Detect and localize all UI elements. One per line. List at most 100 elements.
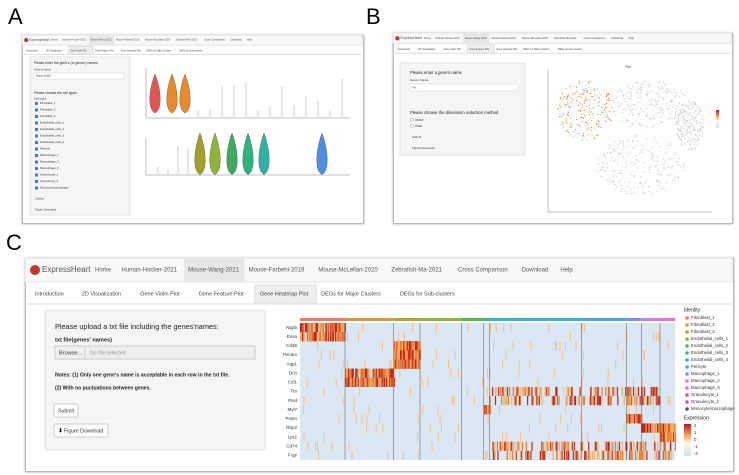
nav-item[interactable]: Cross Comparison bbox=[458, 268, 508, 274]
navbar bbox=[24, 257, 733, 283]
legend-dot bbox=[685, 372, 689, 376]
nav-item[interactable]: Mouse-McLellan-2020 bbox=[145, 39, 170, 42]
nav-item[interactable]: Help bbox=[629, 36, 635, 40]
heat-cell bbox=[642, 450, 644, 460]
nav-item[interactable]: Human-Hocker-2021 bbox=[62, 39, 86, 42]
tab[interactable]: Gene Feature Plot bbox=[199, 291, 244, 297]
heat-cell bbox=[583, 323, 585, 333]
cell-point bbox=[557, 108, 559, 110]
heat-cell bbox=[518, 368, 520, 378]
tab[interactable]: Gene Violin Plot bbox=[444, 48, 462, 51]
nav-item[interactable]: Download bbox=[231, 39, 243, 42]
heat-cell bbox=[412, 323, 414, 333]
nav-item[interactable]: Zebrafish-Ma-2021 bbox=[391, 268, 442, 274]
submit[interactable]: Submit bbox=[412, 135, 422, 139]
tab[interactable]: 2D Visualization bbox=[82, 291, 121, 297]
tab[interactable]: Gene Heatmap Plot bbox=[496, 48, 517, 51]
tab[interactable]: DEGs for Major Clusters bbox=[146, 49, 172, 52]
tab[interactable]: DEGs for Major Clusters bbox=[523, 48, 550, 51]
submit[interactable]: Submit bbox=[58, 408, 75, 414]
checkbox[interactable] bbox=[35, 154, 38, 157]
heat-cell bbox=[397, 359, 400, 369]
checkbox[interactable] bbox=[35, 167, 38, 170]
nav-item[interactable]: Zebrafish-Ma-2021 bbox=[554, 36, 577, 40]
heat-cell bbox=[607, 386, 609, 397]
checkbox[interactable] bbox=[35, 134, 38, 138]
checkbox[interactable] bbox=[35, 115, 38, 118]
checkbox[interactable] bbox=[35, 102, 38, 105]
nav-item[interactable]: Home bbox=[424, 36, 432, 40]
tab[interactable]: Gene Heatmap Plot bbox=[121, 49, 142, 52]
tab[interactable]: Introduction bbox=[35, 291, 64, 297]
tab[interactable]: DEGs for Sub-clusters bbox=[179, 49, 203, 52]
checkbox[interactable] bbox=[35, 121, 38, 125]
checkbox[interactable] bbox=[35, 180, 38, 183]
download[interactable]: Figure Download bbox=[412, 146, 435, 150]
radio[interactable] bbox=[410, 118, 414, 122]
nav-item[interactable]: Download bbox=[612, 36, 624, 40]
nav-item[interactable]: Human-Hocker-2021 bbox=[121, 268, 177, 274]
cell-point bbox=[614, 183, 616, 185]
tab[interactable]: Gene Feature Plot bbox=[469, 48, 489, 51]
nav-item[interactable]: Zebrafish-Ma-2021 bbox=[176, 39, 198, 42]
nav-item[interactable]: Cross Comparison bbox=[204, 39, 225, 42]
label: Please enter a gene's name bbox=[410, 70, 463, 75]
submit-button[interactable] bbox=[53, 403, 79, 418]
heat-cell bbox=[673, 432, 676, 442]
heat-cell bbox=[523, 386, 525, 397]
checkbox[interactable] bbox=[35, 173, 38, 177]
nav-item[interactable]: Mouse-Wang-2021 bbox=[188, 268, 239, 274]
download[interactable]: Figure Download bbox=[64, 428, 103, 434]
tab[interactable]: DEGs for Sub-clusters bbox=[400, 291, 455, 297]
nav-item[interactable]: Home bbox=[95, 268, 112, 274]
checkbox[interactable] bbox=[35, 128, 38, 131]
nav-item[interactable]: Mouse-Farbehi-2019 bbox=[249, 268, 305, 274]
heat-cell bbox=[572, 386, 574, 397]
nav-item[interactable]: Mouse-McLellan-2020 bbox=[318, 268, 378, 274]
heat-cell bbox=[607, 368, 609, 378]
tab[interactable]: Gene Violin Plot bbox=[70, 49, 87, 52]
tab[interactable]: DEGs for Major Clusters bbox=[321, 291, 381, 297]
submit[interactable]: Submit bbox=[35, 197, 44, 201]
heat-cell bbox=[341, 368, 343, 378]
checkbox[interactable] bbox=[35, 160, 38, 164]
nav-item[interactable]: Help bbox=[560, 268, 573, 274]
nav-item[interactable]: Mouse-Farbehi-2019 bbox=[491, 36, 516, 40]
cluster-bar bbox=[461, 318, 484, 321]
download[interactable]: Figure Download bbox=[35, 208, 57, 212]
tab[interactable]: Introduction bbox=[397, 48, 410, 51]
nav-item[interactable]: Mouse-McLellan-2020 bbox=[522, 36, 549, 40]
heat-cell bbox=[636, 396, 638, 406]
nav-item[interactable]: Mouse-Farbehi-2019 bbox=[116, 39, 140, 42]
cell-point bbox=[602, 169, 605, 171]
heat-cell bbox=[561, 441, 563, 451]
nav-item[interactable]: Home bbox=[51, 39, 58, 42]
heat-cell bbox=[511, 396, 513, 406]
nav-item[interactable]: Download bbox=[522, 268, 549, 274]
heat-cell bbox=[392, 368, 394, 378]
radio[interactable] bbox=[410, 124, 414, 128]
nav-item[interactable]: Mouse-Wang-2021 bbox=[465, 36, 488, 40]
tab[interactable]: Introduction bbox=[26, 49, 39, 52]
tab[interactable]: 2D Visualization bbox=[418, 48, 436, 51]
tab[interactable]: Gene Feature Plot bbox=[95, 49, 114, 52]
input[interactable] bbox=[33, 72, 125, 80]
browse[interactable]: Browse... bbox=[59, 350, 83, 356]
nav-item[interactable]: Human-Hocker-2021 bbox=[435, 36, 460, 40]
checkbox[interactable] bbox=[35, 141, 38, 144]
tab[interactable]: Gene Heatmap Plot bbox=[260, 291, 309, 297]
heat-cell bbox=[319, 332, 321, 342]
tab[interactable]: DEGs for Sub-clusters bbox=[558, 48, 583, 51]
checkbox[interactable] bbox=[35, 186, 38, 190]
input[interactable] bbox=[409, 83, 519, 92]
checkbox[interactable] bbox=[35, 108, 38, 112]
tab[interactable]: Gene Violin Plot bbox=[140, 291, 180, 297]
checkbox[interactable] bbox=[35, 147, 38, 151]
nav-item[interactable]: Help bbox=[247, 39, 253, 42]
download-button[interactable] bbox=[53, 423, 109, 438]
tab[interactable]: 2D Visualization bbox=[46, 49, 63, 52]
cell-point bbox=[680, 126, 683, 128]
nav-item[interactable]: Cross Comparison bbox=[584, 36, 606, 40]
heat-cell bbox=[391, 377, 393, 387]
nav-item[interactable]: Mouse-Wang-2021 bbox=[91, 39, 113, 42]
